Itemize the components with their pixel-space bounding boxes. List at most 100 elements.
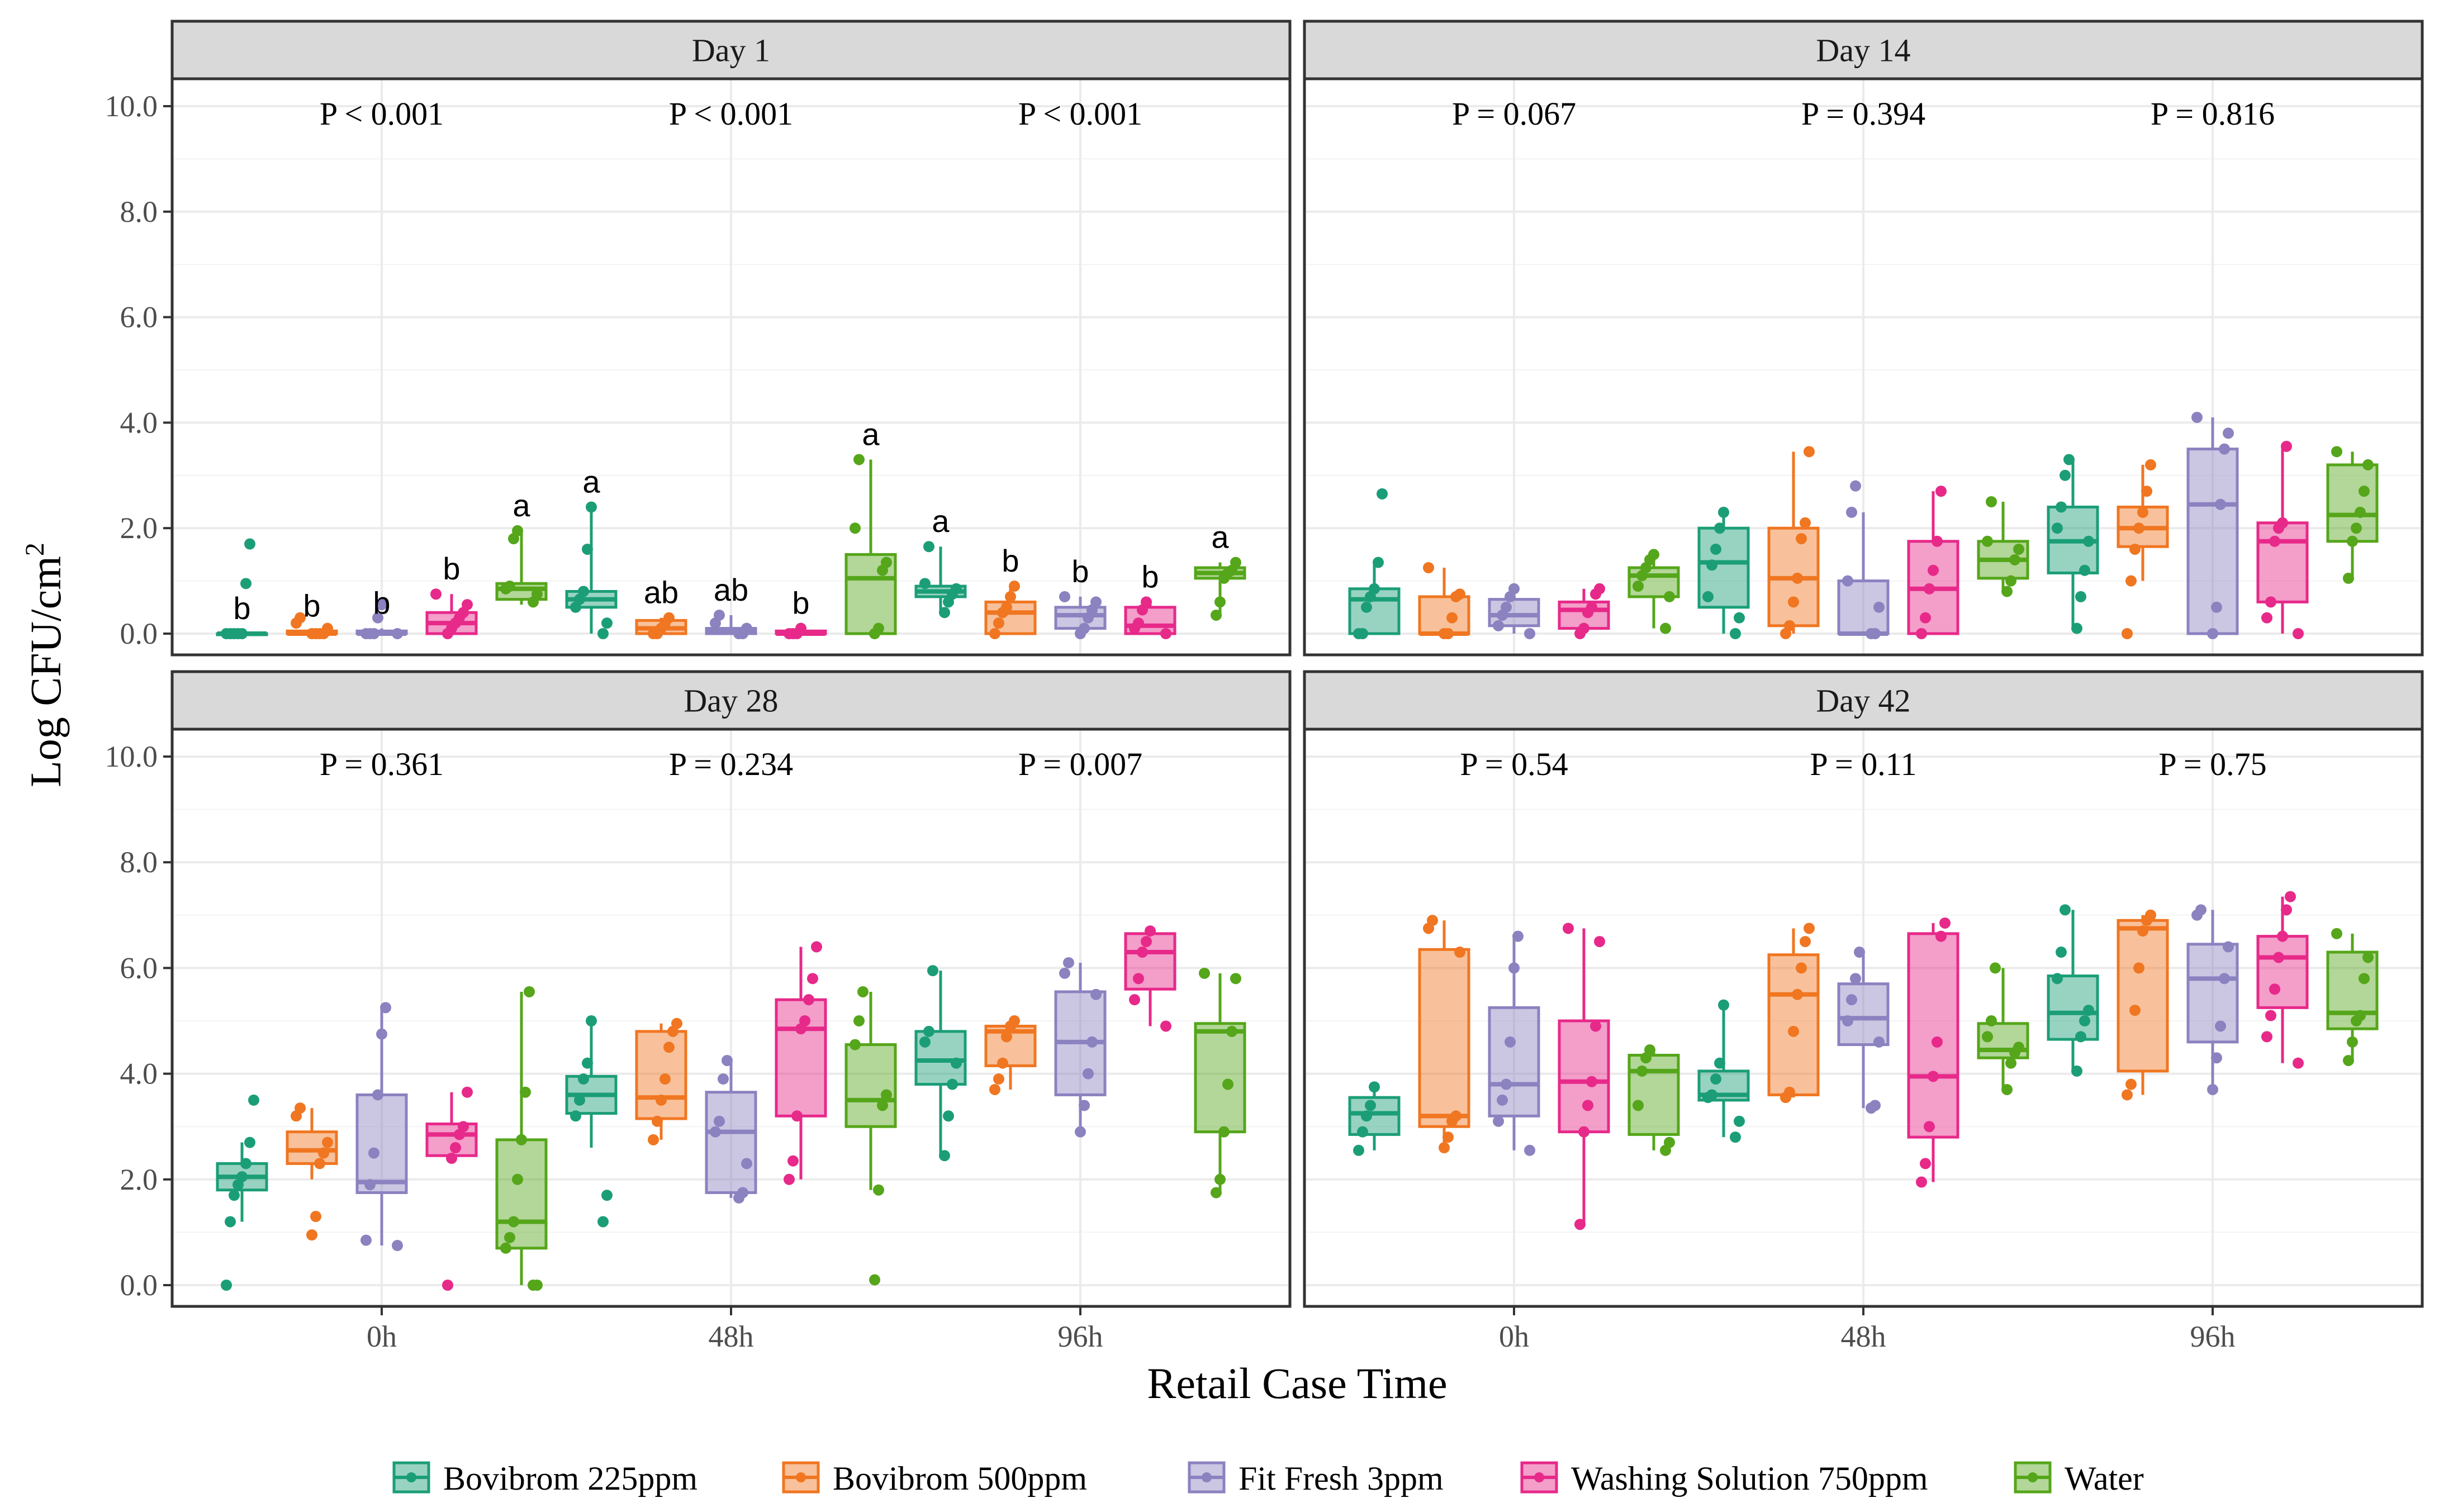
box-water — [844, 986, 897, 1286]
significance-letter: b — [1141, 559, 1159, 594]
data-point — [1214, 596, 1226, 608]
data-point — [2145, 909, 2156, 921]
data-point — [1932, 535, 1943, 547]
data-point — [2133, 522, 2144, 534]
data-point — [364, 1179, 376, 1191]
data-point — [2060, 469, 2071, 481]
data-point — [1211, 609, 1222, 621]
data-point — [1493, 1115, 1504, 1127]
data-point — [430, 588, 442, 600]
data-point — [458, 1121, 469, 1133]
data-point — [2223, 427, 2234, 439]
y-tick-label: 2.0 — [120, 511, 158, 545]
data-point — [853, 1015, 865, 1026]
data-point — [1145, 925, 1156, 937]
data-point — [1009, 1015, 1020, 1026]
data-point — [927, 965, 938, 977]
data-point — [989, 1083, 1000, 1095]
data-point — [881, 557, 892, 568]
box-washing-solution-750ppm — [775, 941, 827, 1185]
box-iqr — [705, 1091, 757, 1194]
data-point — [1633, 581, 1644, 592]
data-point — [2277, 930, 2288, 942]
panel-border — [1303, 77, 2424, 657]
data-point — [244, 538, 255, 550]
data-point — [2052, 522, 2063, 534]
data-point — [1001, 1031, 1012, 1043]
data-point — [1928, 564, 1939, 576]
box-bovibrom-225ppm — [914, 965, 967, 1162]
data-point — [1594, 936, 1605, 948]
data-point — [2071, 1065, 2082, 1077]
box-water — [2326, 446, 2379, 584]
data-point — [2359, 973, 2370, 985]
box-bovibrom-500ppm — [1767, 923, 1820, 1104]
significance-letter: b — [303, 588, 320, 623]
box-iqr — [1907, 932, 1959, 1139]
box-iqr — [2326, 950, 2379, 1030]
p-value: P = 0.234 — [669, 746, 793, 782]
data-point — [795, 622, 806, 634]
data-point — [1423, 562, 1434, 573]
data-point — [1369, 583, 1380, 595]
data-point — [853, 454, 865, 465]
data-point — [939, 607, 950, 619]
data-point — [450, 1142, 461, 1154]
significance-letter: b — [1002, 543, 1019, 578]
data-point — [2079, 564, 2090, 576]
data-point — [2362, 952, 2374, 963]
data-point — [1800, 936, 1811, 948]
box-washing-solution-750ppm — [1907, 486, 1959, 639]
data-point — [2331, 446, 2342, 458]
legend-label: Water — [2065, 1460, 2144, 1497]
data-point — [2293, 628, 2304, 639]
data-point — [2273, 952, 2284, 963]
data-point — [1636, 1065, 1648, 1077]
data-point — [2343, 572, 2354, 584]
data-point — [1644, 1044, 1655, 1056]
data-point — [504, 581, 515, 592]
data-point — [570, 1110, 581, 1122]
data-point — [1001, 601, 1012, 613]
data-point — [2129, 543, 2141, 555]
box-bovibrom-225ppm: a — [914, 503, 967, 619]
data-point — [446, 1152, 457, 1164]
data-point — [2211, 601, 2222, 613]
data-point — [1982, 535, 1993, 547]
data-point — [368, 628, 379, 639]
data-point — [2191, 411, 2203, 423]
data-point — [2122, 628, 2133, 639]
data-point — [1982, 1031, 1993, 1043]
data-point — [2079, 1015, 2090, 1026]
data-point — [2063, 454, 2075, 465]
data-point — [1218, 1126, 1230, 1138]
box-bovibrom-500ppm — [1418, 915, 1470, 1154]
data-point — [1214, 1173, 1226, 1185]
p-value: P = 0.75 — [2158, 746, 2266, 782]
data-point — [993, 617, 1004, 629]
box-iqr — [1194, 1022, 1246, 1134]
data-point — [504, 1232, 515, 1243]
data-point — [2001, 1083, 2013, 1095]
data-point — [1508, 583, 1520, 595]
box-fit-fresh-3ppm — [355, 1002, 408, 1252]
data-point — [2215, 498, 2226, 510]
x-tick-label: 48h — [709, 1320, 754, 1353]
data-point — [2005, 1057, 2016, 1069]
data-point — [1800, 517, 1811, 529]
data-point — [2056, 947, 2067, 958]
data-point — [2285, 891, 2296, 902]
data-point — [1804, 446, 1815, 458]
data-point — [586, 501, 597, 513]
data-point — [1846, 994, 1857, 1006]
data-point — [462, 1086, 473, 1098]
data-point — [2265, 596, 2276, 608]
data-point — [372, 612, 383, 624]
data-point — [1586, 601, 1597, 613]
p-value: P = 0.067 — [1452, 96, 1576, 132]
significance-letter: b — [443, 551, 460, 586]
data-point — [1788, 596, 1799, 608]
data-point — [1594, 583, 1605, 595]
data-point — [516, 1134, 527, 1145]
